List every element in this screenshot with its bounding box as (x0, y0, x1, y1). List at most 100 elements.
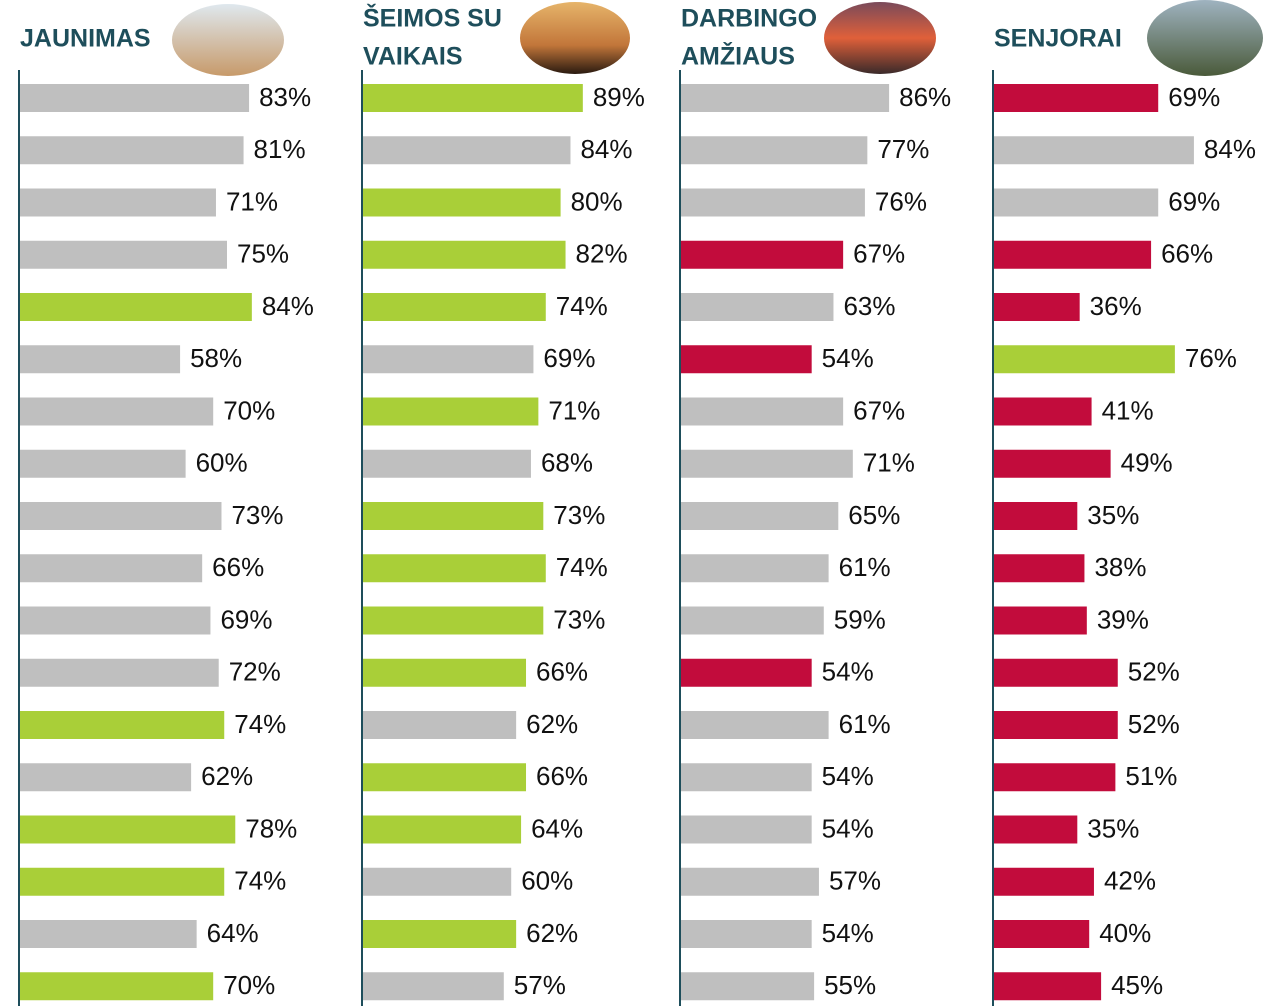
value-label: 70% (223, 395, 275, 425)
bar (20, 502, 221, 530)
bar (20, 136, 244, 164)
bar (994, 293, 1080, 321)
value-label: 55% (824, 970, 876, 1000)
value-label: 73% (231, 500, 283, 530)
bar (20, 398, 213, 426)
value-label: 41% (1102, 395, 1154, 425)
photo (172, 4, 284, 76)
value-label: 52% (1128, 657, 1180, 687)
bar (20, 763, 191, 791)
bar (20, 241, 227, 269)
value-label: 71% (548, 395, 600, 425)
value-label: 35% (1087, 500, 1139, 530)
bar (994, 398, 1092, 426)
value-label: 54% (822, 918, 874, 948)
value-label: 71% (863, 448, 915, 478)
value-label: 78% (245, 813, 297, 843)
bar (994, 607, 1087, 635)
value-label: 63% (843, 291, 895, 321)
value-label: 74% (556, 291, 608, 321)
bar (363, 241, 566, 269)
bar (994, 450, 1111, 478)
photo (520, 2, 630, 74)
photo (1147, 0, 1263, 76)
value-label: 57% (829, 866, 881, 896)
photo (824, 2, 936, 74)
bar (681, 659, 812, 687)
bar (994, 972, 1101, 1000)
bar (681, 136, 867, 164)
bar (363, 659, 526, 687)
value-label: 61% (839, 552, 891, 582)
value-label: 51% (1125, 761, 1177, 791)
value-label: 75% (237, 239, 289, 269)
bar (994, 659, 1118, 687)
value-label: 73% (553, 604, 605, 634)
bar (20, 868, 224, 896)
value-label: 84% (262, 291, 314, 321)
bar (994, 189, 1158, 217)
bar (681, 711, 829, 739)
value-label: 62% (201, 761, 253, 791)
bar (20, 816, 235, 844)
bar (20, 450, 186, 478)
bar (20, 659, 219, 687)
panel-title: VAIKAIS (363, 43, 463, 71)
chart: JAUNIMAS83%81%71%75%84%58%70%60%73%66%69… (0, 0, 1278, 1006)
bar (20, 607, 210, 635)
bar (363, 711, 516, 739)
bar (994, 554, 1084, 582)
value-label: 64% (207, 918, 259, 948)
value-label: 71% (226, 186, 278, 216)
bar (363, 816, 521, 844)
bar (363, 136, 570, 164)
value-label: 49% (1121, 448, 1173, 478)
value-label: 60% (196, 448, 248, 478)
bar (681, 241, 843, 269)
value-label: 69% (220, 604, 272, 634)
bar (363, 84, 583, 112)
value-label: 72% (229, 657, 281, 687)
bar (363, 868, 511, 896)
bar (681, 816, 812, 844)
value-label: 69% (1168, 82, 1220, 112)
bar (681, 763, 812, 791)
value-label: 39% (1097, 604, 1149, 634)
bar (681, 607, 824, 635)
value-label: 62% (526, 709, 578, 739)
bar (363, 920, 516, 948)
bar (363, 293, 546, 321)
value-label: 67% (853, 239, 905, 269)
value-label: 74% (556, 552, 608, 582)
bar (994, 345, 1175, 373)
bar (20, 293, 252, 321)
bar (994, 241, 1151, 269)
value-label: 80% (571, 186, 623, 216)
value-label: 74% (234, 709, 286, 739)
bar (20, 345, 180, 373)
bar (681, 345, 812, 373)
bar (20, 972, 213, 1000)
bar (994, 711, 1118, 739)
bar (363, 607, 543, 635)
value-label: 59% (834, 604, 886, 634)
value-label: 76% (1185, 343, 1237, 373)
bar (20, 711, 224, 739)
panel-title: AMŽIAUS (681, 41, 795, 71)
bar (363, 502, 543, 530)
value-label: 74% (234, 866, 286, 896)
bar (363, 763, 526, 791)
bar (994, 84, 1158, 112)
value-label: 69% (543, 343, 595, 373)
bar (363, 398, 538, 426)
value-label: 35% (1087, 813, 1139, 843)
value-label: 64% (531, 813, 583, 843)
value-label: 54% (822, 343, 874, 373)
bar (681, 84, 889, 112)
value-label: 54% (822, 761, 874, 791)
value-label: 67% (853, 395, 905, 425)
bar (681, 398, 843, 426)
bar (681, 450, 853, 478)
bar (994, 136, 1194, 164)
value-label: 45% (1111, 970, 1163, 1000)
